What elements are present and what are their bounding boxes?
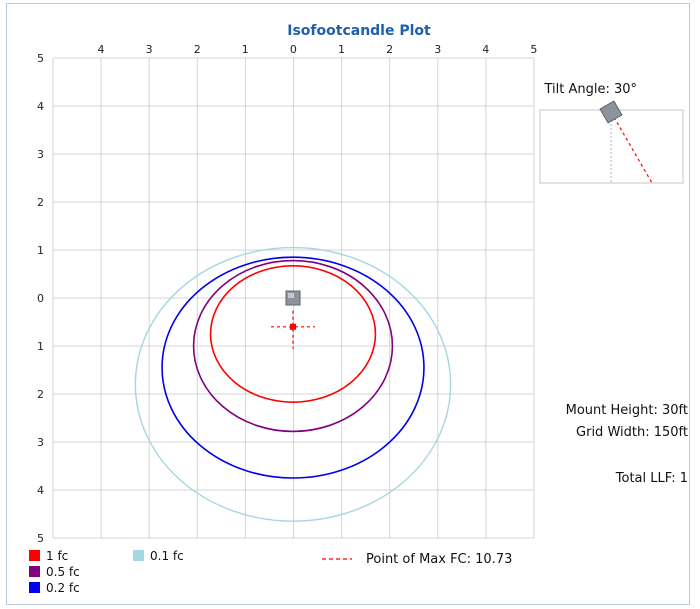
x-tick-label: 0 <box>290 43 297 56</box>
x-tick-label: 5 <box>530 43 537 56</box>
legend-swatch <box>29 582 40 593</box>
total-llf-label: Total LLF: 1 <box>615 471 688 486</box>
mount-height-label: Mount Height: 30ft <box>566 403 688 418</box>
y-tick-label: 2 <box>37 196 44 209</box>
tilt-panel: Tilt Angle: 30° <box>539 82 684 184</box>
legend-swatch <box>133 550 144 561</box>
contour-0-2-fc <box>161 256 425 479</box>
x-tick-label: 2 <box>386 43 393 56</box>
legend-label: 0.2 fc <box>46 581 80 595</box>
chart-title: Isofootcandle Plot <box>287 23 431 39</box>
x-tick-label: 1 <box>242 43 249 56</box>
chart-frame <box>6 3 690 605</box>
x-tick-label: 3 <box>434 43 441 56</box>
isofootcandle-contours <box>134 246 452 522</box>
y-tick-label: 1 <box>37 340 44 353</box>
y-tick-label: 4 <box>37 484 44 497</box>
x-tick-label: 4 <box>98 43 105 56</box>
contour-0-1-fc <box>134 246 452 522</box>
contour-0-5-fc <box>192 259 394 433</box>
legend-label: 0.1 fc <box>150 549 184 563</box>
tilt-graphic <box>599 100 653 184</box>
x-tick-label: 4 <box>482 43 489 56</box>
max-fc-label: Point of Max FC: 10.73 <box>366 552 512 567</box>
max-fc-legend: Point of Max FC: 10.73 <box>322 552 512 567</box>
max-point-marker <box>290 323 296 330</box>
legend-swatch <box>29 550 40 561</box>
plot-markers <box>271 290 315 349</box>
x-tick-label: 2 <box>194 43 201 56</box>
y-tick-label: 4 <box>37 100 44 113</box>
tilt-box <box>539 109 684 184</box>
y-tick-label: 3 <box>37 148 44 161</box>
legend: 1 fc 0.5 fc 0.2 fc 0.1 fc <box>29 549 184 595</box>
legend-label: 0.5 fc <box>46 565 80 579</box>
y-tick-label: 1 <box>37 244 44 257</box>
y-tick-labels: 5 4 3 2 1 0 1 2 3 4 5 <box>37 52 44 545</box>
y-tick-label: 2 <box>37 388 44 401</box>
tilt-angle-label: Tilt Angle: 30° <box>543 82 637 97</box>
tilt-fixture-icon <box>599 100 623 124</box>
x-tick-label: 1 <box>338 43 345 56</box>
y-tick-label: 5 <box>37 532 44 545</box>
y-tick-label: 0 <box>37 292 44 305</box>
y-tick-label: 3 <box>37 436 44 449</box>
y-tick-label: 5 <box>37 52 44 65</box>
legend-swatch <box>29 566 40 577</box>
x-tick-labels: 4 3 2 1 0 1 2 3 4 5 <box>98 43 538 56</box>
contour-1-fc <box>209 265 377 403</box>
tilt-aim-line <box>610 111 653 184</box>
grid-width-label: Grid Width: 150ft <box>576 425 688 440</box>
plot-grid <box>52 57 535 539</box>
legend-label: 1 fc <box>46 549 68 563</box>
fixture-highlight <box>288 293 294 298</box>
x-tick-label: 3 <box>146 43 153 56</box>
